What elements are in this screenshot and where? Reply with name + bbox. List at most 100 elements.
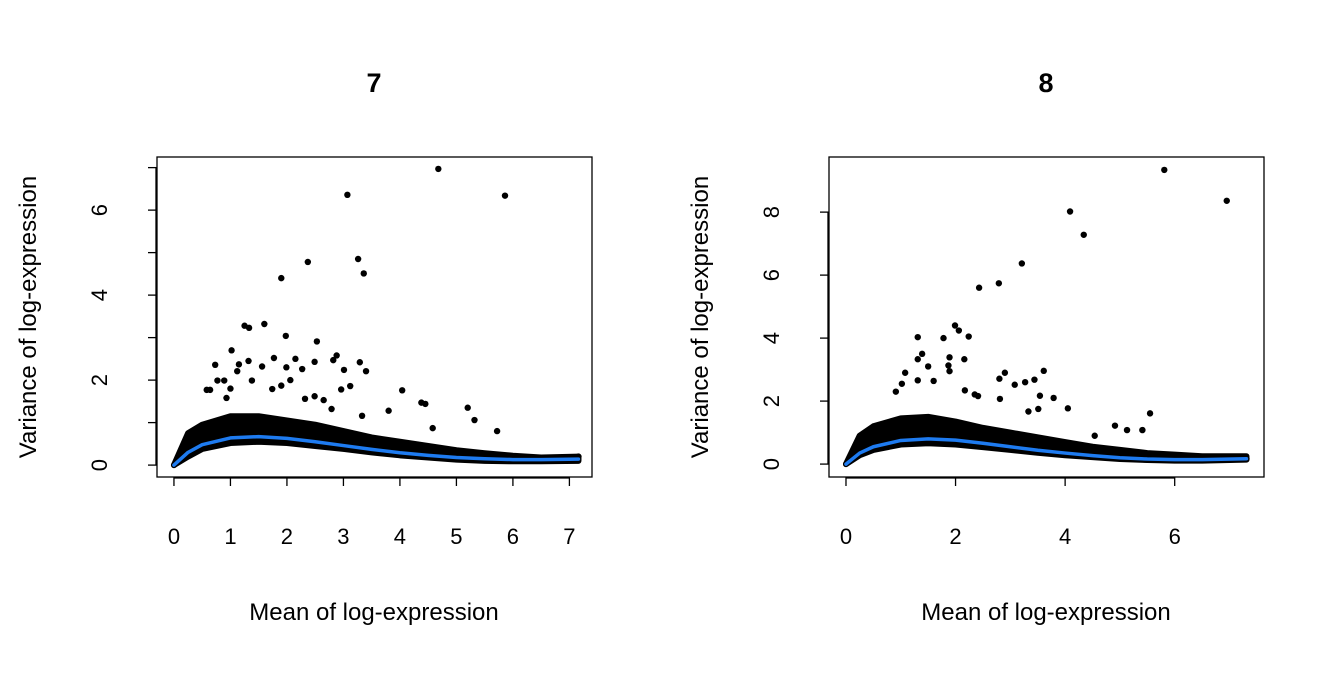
- data-point: [245, 324, 253, 332]
- data-point: [1035, 405, 1042, 413]
- data-point: [974, 392, 982, 400]
- data-point: [269, 385, 276, 393]
- data-point: [1040, 367, 1047, 375]
- x-tick-label: 0: [168, 524, 180, 549]
- data-point: [945, 362, 952, 369]
- data-point: [356, 359, 364, 366]
- y-axis-label: Variance of log-expression: [687, 176, 714, 458]
- data-point: [1036, 392, 1044, 399]
- data-point: [287, 376, 294, 384]
- data-point: [471, 416, 478, 424]
- data-point: [1139, 426, 1146, 434]
- data-point: [292, 355, 299, 363]
- data-point: [278, 274, 285, 282]
- x-axis-label: Mean of log-expression: [249, 599, 498, 626]
- data-point: [924, 363, 932, 370]
- data-point: [975, 284, 983, 291]
- data-point: [333, 352, 340, 359]
- data-point: [311, 358, 318, 366]
- panel-8: 8 Mean of log-expression Variance of log…: [687, 68, 1265, 626]
- data-point: [965, 333, 972, 340]
- data-point: [258, 363, 266, 370]
- data-point: [951, 322, 959, 329]
- data-point: [313, 338, 321, 345]
- data-point: [1025, 408, 1032, 415]
- data-point: [914, 356, 921, 363]
- data-point: [1080, 231, 1087, 238]
- y-axis-label: Variance of log-expression: [15, 176, 42, 458]
- y-tick-label: 8: [759, 206, 784, 218]
- data-point: [1050, 394, 1057, 402]
- data-point: [493, 427, 501, 435]
- data-point: [901, 369, 909, 376]
- x-tick-label: 6: [1169, 524, 1181, 549]
- data-point: [1021, 378, 1029, 386]
- data-point: [946, 354, 953, 361]
- y-tick-label: 2: [759, 395, 784, 407]
- data-point: [221, 377, 228, 384]
- data-point: [362, 367, 370, 375]
- x-tick-label: 4: [1059, 524, 1071, 549]
- x-tick-label: 2: [281, 524, 293, 549]
- data-point: [270, 354, 278, 362]
- data-point: [330, 356, 337, 364]
- data-point: [328, 405, 335, 413]
- data-point: [955, 327, 963, 334]
- data-point: [501, 192, 509, 199]
- x-tick-label: 6: [507, 524, 519, 549]
- data-point: [1146, 410, 1154, 417]
- y-tick-label: 2: [87, 374, 112, 386]
- data-point: [914, 333, 921, 341]
- plot-frame: [828, 156, 1265, 478]
- data-point: [227, 385, 234, 392]
- data-point: [435, 165, 442, 173]
- data-point: [320, 396, 327, 404]
- data-point: [1091, 432, 1098, 439]
- trend-line: [844, 437, 1249, 466]
- data-point: [1123, 426, 1131, 434]
- data-point: [464, 404, 471, 411]
- data-point: [248, 377, 256, 384]
- chart-title: 7: [366, 68, 381, 98]
- data-point: [223, 394, 230, 402]
- plot-frame: [156, 156, 593, 478]
- data-point: [278, 382, 285, 389]
- data-point: [1161, 166, 1168, 174]
- data-point: [892, 388, 900, 395]
- data-point: [996, 375, 1003, 382]
- data-point: [214, 377, 221, 384]
- data-point: [340, 366, 348, 374]
- data-point: [283, 364, 290, 371]
- data-point: [344, 191, 351, 199]
- x-tick-label: 3: [337, 524, 349, 549]
- data-point: [385, 407, 392, 414]
- x-tick-label: 0: [840, 524, 852, 549]
- data-point: [1018, 260, 1026, 267]
- data-point: [1064, 405, 1072, 412]
- data-point: [1223, 197, 1230, 204]
- x-tick-label: 4: [394, 524, 406, 549]
- data-point: [347, 382, 354, 390]
- y-tick-label: 0: [87, 459, 112, 471]
- y-tick-label: 6: [759, 269, 784, 281]
- y-tick-label: 6: [87, 204, 112, 216]
- data-point: [995, 280, 1003, 287]
- data-point: [1001, 369, 1009, 376]
- data-point: [1066, 208, 1074, 215]
- data-point: [1031, 376, 1038, 383]
- data-point: [211, 361, 219, 369]
- data-point: [961, 387, 969, 394]
- data-point: [1011, 381, 1018, 388]
- data-point: [206, 386, 214, 394]
- y-tick-label: 4: [87, 289, 112, 301]
- data-point: [996, 395, 1004, 403]
- y-tick-label: 4: [759, 332, 784, 344]
- data-point: [360, 270, 367, 277]
- x-axis-label: Mean of log-expression: [921, 599, 1170, 626]
- data-point: [914, 377, 921, 384]
- data-point: [337, 386, 345, 393]
- data-point: [398, 387, 406, 394]
- data-point: [358, 412, 366, 420]
- data-point: [235, 361, 243, 368]
